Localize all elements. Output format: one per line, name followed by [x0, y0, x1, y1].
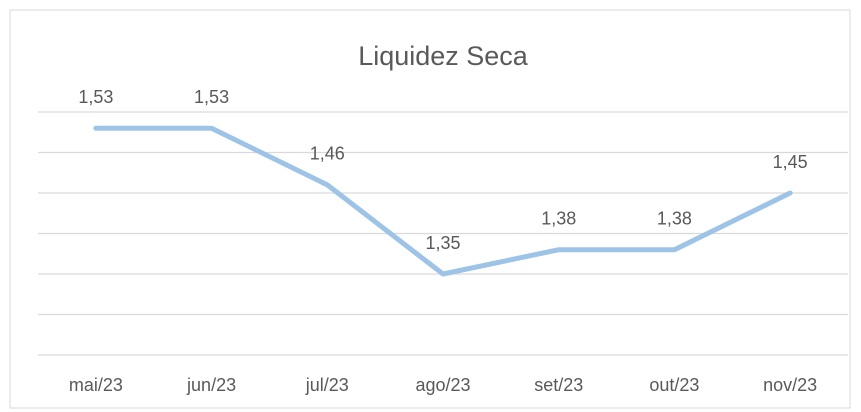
x-tick-label: jul/23 — [305, 375, 349, 395]
x-tick-label: set/23 — [534, 375, 583, 395]
data-label: 1,53 — [194, 87, 229, 107]
x-tick-label: jun/23 — [186, 375, 236, 395]
data-label: 1,46 — [310, 144, 345, 164]
chart-frame — [9, 9, 851, 409]
chart-title: Liquidez Seca — [358, 41, 529, 71]
data-label: 1,45 — [773, 152, 808, 172]
x-tick-label: nov/23 — [763, 375, 817, 395]
data-label: 1,53 — [78, 87, 113, 107]
x-tick-label: ago/23 — [415, 375, 470, 395]
data-label: 1,38 — [541, 208, 576, 228]
line-series — [93, 125, 793, 277]
data-label: 1,35 — [425, 233, 460, 253]
x-tick-label: mai/23 — [69, 375, 123, 395]
data-label: 1,38 — [657, 208, 692, 228]
x-tick-label: out/23 — [649, 375, 699, 395]
